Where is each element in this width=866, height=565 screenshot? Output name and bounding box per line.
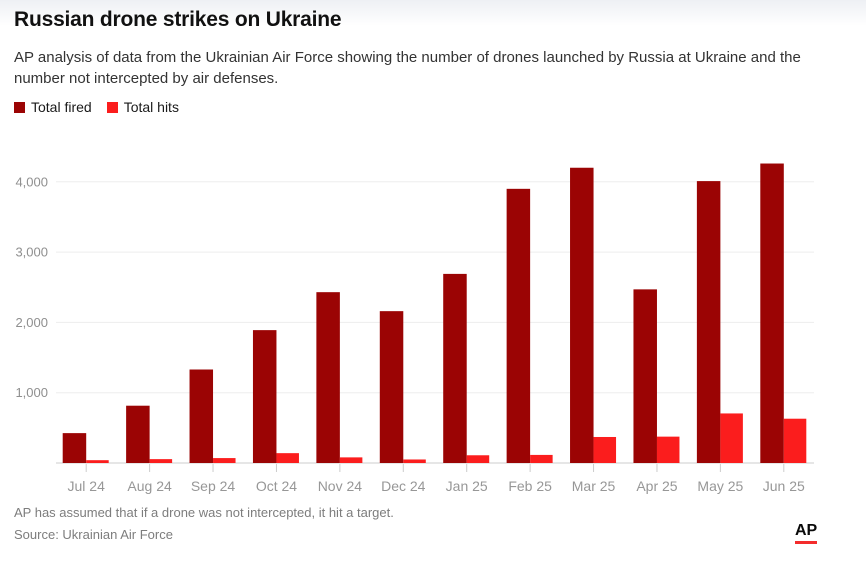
ap-logo-text: AP — [795, 522, 818, 539]
ap-logo: AP — [795, 522, 817, 544]
bar-hits-dec-24 — [403, 459, 426, 463]
x-axis-label-jun-25: Jun 25 — [763, 478, 805, 494]
chart-source: Source: Ukrainian Air Force — [14, 527, 173, 542]
bar-fired-aug-24 — [126, 405, 150, 463]
bar-hits-sep-24 — [213, 458, 236, 463]
x-axis-label-sep-24: Sep 24 — [191, 478, 236, 494]
legend-swatch-hits-icon — [106, 101, 118, 113]
chart-legend: Total fired Total hits — [14, 99, 179, 115]
x-axis-label-nov-24: Nov 24 — [318, 478, 363, 494]
bar-hits-nov-24 — [339, 457, 363, 463]
bar-fired-may-25 — [696, 181, 721, 464]
bar-fired-feb-25 — [506, 188, 531, 463]
x-axis-label-may-25: May 25 — [697, 478, 743, 494]
y-axis-label-2000: 2,000 — [15, 315, 48, 330]
bar-hits-mar-25 — [593, 436, 617, 463]
x-axis-label-dec-24: Dec 24 — [381, 478, 426, 494]
legend-label-fired: Total fired — [31, 99, 92, 115]
bar-fired-jul-24 — [62, 433, 87, 463]
bar-fired-sep-24 — [189, 369, 214, 463]
bar-fired-apr-25 — [633, 289, 657, 463]
bar-hits-feb-25 — [530, 454, 553, 463]
x-axis-label-mar-25: Mar 25 — [572, 478, 616, 494]
bar-hits-jul-24 — [86, 460, 109, 463]
x-axis-label-jul-24: Jul 24 — [68, 478, 106, 494]
x-axis-label-aug-24: Aug 24 — [127, 478, 172, 494]
bar-hits-apr-25 — [656, 436, 680, 463]
bar-fired-dec-24 — [379, 311, 404, 463]
bar-hits-oct-24 — [276, 453, 299, 463]
legend-item-total-fired: Total fired — [14, 99, 92, 115]
bar-fired-jun-25 — [760, 163, 784, 463]
y-axis-label-3000: 3,000 — [15, 245, 48, 260]
chart-subtitle: AP analysis of data from the Ukrainian A… — [14, 49, 801, 87]
bar-hits-jan-25 — [466, 455, 490, 463]
bar-fired-mar-25 — [570, 167, 594, 464]
chart-footnote: AP has assumed that if a drone was not i… — [14, 505, 394, 520]
bar-hits-may-25 — [720, 413, 743, 463]
bar-hits-aug-24 — [149, 459, 173, 463]
x-axis-label-feb-25: Feb 25 — [508, 478, 552, 494]
bar-fired-jan-25 — [443, 273, 467, 463]
page-title: Russian drone strikes on Ukraine — [14, 8, 342, 31]
ap-logo-underline — [795, 541, 817, 544]
x-axis-label-jan-25: Jan 25 — [446, 478, 488, 494]
legend-swatch-fired-icon — [14, 101, 25, 113]
y-axis-label-4000: 4,000 — [15, 174, 48, 189]
y-axis-label-1000: 1,000 — [15, 385, 48, 400]
bar-hits-jun-25 — [783, 418, 807, 463]
bar-fired-nov-24 — [316, 292, 340, 463]
x-axis-label-oct-24: Oct 24 — [256, 478, 297, 494]
legend-item-total-hits: Total hits — [106, 99, 179, 115]
legend-label-hits: Total hits — [123, 99, 179, 115]
bar-fired-oct-24 — [252, 330, 277, 463]
x-axis-label-apr-25: Apr 25 — [636, 478, 677, 494]
